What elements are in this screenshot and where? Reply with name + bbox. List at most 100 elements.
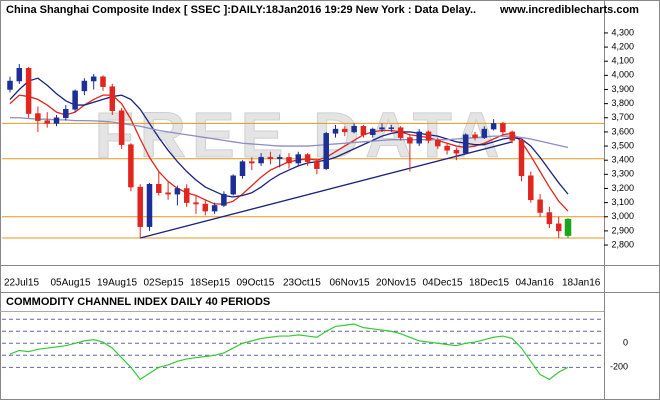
candle-body (397, 127, 404, 138)
candle-body (351, 126, 357, 133)
x-tick-label: 05Aug15 (51, 278, 91, 289)
y-tick-label: 3,100 (611, 197, 634, 207)
candle-body (369, 128, 376, 135)
candle-body (304, 154, 311, 162)
y-tick-label: 3,300 (611, 169, 634, 179)
y-tick-label: 4,200 (611, 41, 634, 51)
candle-body (100, 76, 106, 87)
x-tick-label: 23Oct15 (283, 278, 321, 289)
x-tick-label: 18Jan16 (562, 278, 601, 289)
candle-body (25, 68, 32, 114)
indicator-line (9, 323, 569, 381)
candle-body (118, 110, 125, 145)
candle-body (156, 183, 162, 193)
candle-body (174, 188, 181, 195)
y-tick-label: 3,600 (611, 126, 634, 136)
candle-body (462, 134, 469, 154)
candle-body (555, 223, 562, 232)
candle-body (183, 188, 190, 203)
y-tick-label: 2,800 (611, 239, 634, 249)
candle-body (35, 113, 41, 121)
candle-body (425, 131, 432, 141)
x-tick-label: 22Jul15 (4, 278, 39, 289)
candle-body (193, 202, 199, 205)
x-tick-label: 19Aug15 (97, 278, 137, 289)
candle-body (267, 157, 274, 160)
candle-body (165, 192, 171, 195)
moving-average (9, 77, 569, 198)
candle-body (435, 140, 441, 147)
candle-body (53, 117, 60, 124)
y-tick-label: 2,900 (611, 225, 634, 235)
candle-body (295, 154, 302, 164)
candle-body (314, 161, 320, 169)
y-tick-label: 4,100 (611, 56, 634, 66)
candle-body (44, 120, 50, 124)
candle-body (137, 186, 143, 227)
chart-title: China Shanghai Composite Index [ SSEC ]:… (6, 4, 476, 16)
candle-body (286, 157, 292, 164)
candle-body (528, 175, 534, 201)
candle-body (564, 218, 572, 236)
candle-body (276, 157, 283, 160)
candle-body (360, 126, 367, 135)
y-tick-label: 3,500 (611, 140, 634, 150)
y-tick-label: 3,900 (611, 84, 634, 94)
candle-body (509, 131, 515, 141)
candle-body (81, 80, 88, 92)
x-tick-label: 18Dec15 (469, 278, 509, 289)
candle-body (518, 140, 525, 177)
y-tick-label: -200 (610, 362, 628, 372)
candle-body (453, 150, 460, 154)
candle-body (500, 123, 506, 133)
candle-body (221, 193, 227, 206)
x-tick-label: 20Nov15 (376, 278, 416, 289)
x-tick-label: 09Oct15 (237, 278, 275, 289)
candle-body (90, 76, 97, 82)
candle-body (472, 134, 478, 138)
candle-body (537, 199, 543, 213)
x-tick-label: 04Dec15 (423, 278, 463, 289)
source-label: www.incrediblecharts.com (499, 4, 639, 16)
x-tick-label: 02Sep15 (144, 278, 184, 289)
candle-body (258, 157, 264, 164)
candle-body (128, 144, 134, 188)
candle-body (546, 212, 553, 225)
candle-body (109, 86, 116, 111)
candle-body (388, 127, 395, 129)
x-tick-label: 04Jan16 (516, 278, 555, 289)
candle-body (7, 80, 13, 90)
y-tick-label: 3,200 (611, 183, 634, 193)
candle-body (211, 205, 218, 212)
plot-layer: FREE DATA4,3004,2004,1004,0003,9003,8003… (2, 27, 634, 381)
candle-body (332, 128, 339, 134)
candle-body (444, 145, 450, 151)
y-tick-label: 0 (623, 338, 628, 348)
candle-body (72, 90, 78, 110)
candle-body (249, 161, 255, 164)
y-tick-label: 3,800 (611, 98, 634, 108)
x-tick-label: 06Nov15 (330, 278, 370, 289)
candle-body (146, 183, 153, 227)
indicator-title: COMMODITY CHANNEL INDEX DAILY 40 PERIODS (6, 296, 270, 308)
candle-body (379, 127, 385, 130)
candle-body (342, 128, 348, 133)
trendline (140, 141, 513, 239)
candle-body (481, 128, 488, 138)
y-tick-label: 3,400 (611, 155, 634, 165)
x-tick-label: 18Sep15 (190, 278, 230, 289)
candle-body (407, 137, 413, 144)
y-tick-label: 3,700 (611, 112, 634, 122)
candle-body (323, 133, 329, 169)
candle-body (239, 161, 246, 177)
candle-body (16, 68, 23, 82)
y-tick-label: 4,300 (611, 27, 634, 37)
candle-body (63, 109, 69, 119)
candle-body (202, 203, 209, 212)
candle-body (230, 175, 236, 195)
candle-body (416, 131, 422, 144)
candle-body (490, 123, 497, 130)
y-tick-label: 4,000 (611, 70, 634, 80)
